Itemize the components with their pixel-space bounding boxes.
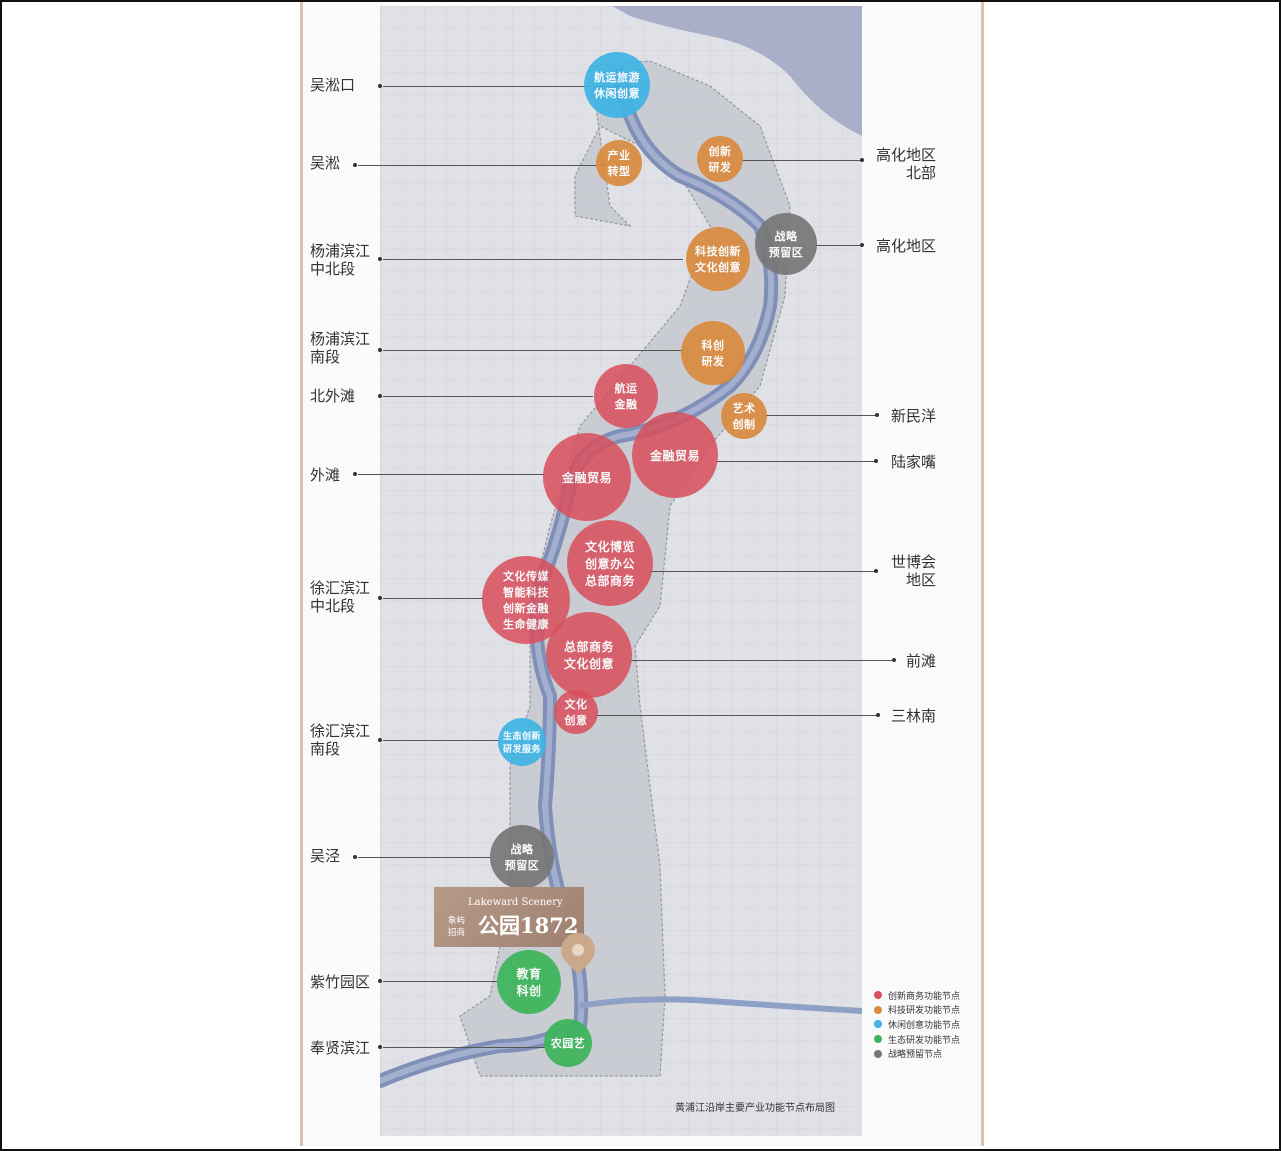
dot-qiantan — [892, 658, 896, 662]
badge-small-text: 象屿 招商 — [448, 916, 466, 938]
leader-sanlinnan — [596, 715, 878, 716]
dot-wusong — [353, 163, 357, 167]
node-strategic-reserve-south: 战略 预留区 — [490, 825, 554, 889]
label-lujiazui: 陆家嘴 — [890, 453, 936, 471]
node-art-creation: 艺术 创制 — [721, 393, 767, 439]
leader-xuhui-south — [383, 740, 499, 741]
label-zizhu: 紫竹园区 — [310, 973, 371, 991]
dot-lujiazui — [874, 459, 878, 463]
legend-label: 休闲创意功能节点 — [888, 1020, 961, 1031]
label-wusongkou: 吴淞口 — [310, 76, 356, 94]
dot-yangpu-south — [378, 348, 382, 352]
node-agri-garden: 农园艺 — [544, 1019, 592, 1067]
leader-wujing — [358, 857, 490, 858]
leader-fengxian — [383, 1047, 545, 1048]
legend-label: 战略预留节点 — [888, 1050, 943, 1061]
legend-label: 科技研发功能节点 — [888, 1006, 961, 1017]
leader-xinminyang — [765, 415, 877, 416]
leader-zizhu — [383, 981, 497, 982]
legend-item: 生态研发功能节点 — [874, 1032, 960, 1047]
legend: 创新商务功能节点 科技研发功能节点 休闲创意功能节点 生态研发功能节点 战略预留… — [874, 988, 960, 1061]
dot-bund — [353, 472, 357, 476]
label-fengxian: 奉贤滨江 — [310, 1039, 371, 1057]
label-north-bund: 北外滩 — [310, 387, 356, 405]
legend-label: 生态研发功能节点 — [888, 1035, 961, 1046]
leader-xuhui-north — [383, 598, 483, 599]
dot-wujing — [353, 855, 357, 859]
leader-wusong — [358, 165, 608, 166]
leader-yangpu-north — [383, 259, 683, 260]
label-xuhui-south: 徐汇滨江 南段 — [310, 722, 371, 758]
dot-xuhui-south — [378, 738, 382, 742]
badge-brand: 公园1872 — [478, 913, 579, 938]
legend-item: 科技研发功能节点 — [874, 1003, 960, 1018]
legend-item: 休闲创意功能节点 — [874, 1017, 960, 1032]
label-yangpu-south: 杨浦滨江 南段 — [310, 330, 371, 366]
leader-bund — [358, 474, 544, 475]
label-bund: 外滩 — [310, 466, 341, 484]
dot-xuhui-north — [378, 596, 382, 600]
dot-xinminyang — [875, 413, 879, 417]
legend-item: 战略预留节点 — [874, 1046, 960, 1061]
leader-wusongkou — [383, 86, 623, 87]
leader-gaohua — [815, 245, 862, 246]
map-caption: 黄浦江沿岸主要产业功能节点布局图 — [675, 1103, 835, 1114]
sea — [612, 6, 862, 136]
project-badge: Lakeward Scenery 象屿 招商 公园1872 — [434, 887, 584, 947]
label-gaohua: 高化地区 — [875, 237, 936, 255]
node-education: 教育 科创 — [497, 950, 561, 1014]
node-finance-trade-east: 金融贸易 — [632, 412, 718, 498]
node-shipping-finance: 航运 金融 — [594, 364, 658, 428]
legend-swatch — [874, 1020, 882, 1029]
leader-yangpu-south — [383, 350, 683, 351]
legend-swatch — [874, 1049, 882, 1058]
dot-gaohua — [860, 243, 864, 247]
legend-swatch — [874, 1035, 882, 1044]
dot-sanlinnan — [876, 713, 880, 717]
dot-zizhu — [378, 979, 382, 983]
label-xinminyang: 新民洋 — [890, 407, 936, 425]
dot-gaohua-north — [860, 158, 864, 162]
leader-lujiazui — [716, 461, 876, 462]
label-wusong: 吴淞 — [310, 154, 341, 172]
badge-english: Lakeward Scenery — [468, 897, 563, 908]
node-sci-rd: 科创 研发 — [681, 321, 745, 385]
node-tech-culture: 科技创新 文化创意 — [686, 227, 750, 291]
node-innovation-rd: 创新 研发 — [697, 136, 743, 182]
dot-north-bund — [378, 394, 382, 398]
dot-fengxian — [378, 1045, 382, 1049]
node-eco-rd: 生态创新 研发服务 — [498, 718, 546, 766]
label-gaohua-north: 高化地区 北部 — [875, 146, 936, 182]
leader-gaohua-north — [742, 160, 862, 161]
node-hq-culture: 总部商务 文化创意 — [546, 612, 632, 698]
node-industry-transform: 产业 转型 — [596, 140, 642, 186]
tributary — [579, 996, 862, 1014]
legend-item: 创新商务功能节点 — [874, 988, 960, 1003]
label-xuhui-north: 徐汇滨江 中北段 — [310, 579, 371, 615]
label-wujing: 吴泾 — [310, 847, 341, 865]
dot-expo — [874, 569, 878, 573]
node-culture-creative: 文化 创意 — [554, 690, 598, 734]
label-sanlinnan: 三林南 — [890, 707, 936, 725]
leader-qiantan — [630, 660, 892, 661]
leader-expo — [650, 571, 876, 572]
label-yangpu-north: 杨浦滨江 中北段 — [310, 242, 371, 278]
node-culture-expo: 文化博览 创意办公 总部商务 — [567, 520, 653, 606]
label-qiantan: 前滩 — [905, 652, 936, 670]
node-strategic-reserve-north: 战略 预留区 — [755, 213, 817, 275]
node-finance-trade-west: 金融贸易 — [543, 433, 631, 521]
label-expo: 世博会 地区 — [890, 553, 936, 589]
dot-yangpu-north — [378, 257, 382, 261]
legend-label: 创新商务功能节点 — [888, 991, 961, 1002]
dot-wusongkou — [378, 84, 382, 88]
node-shipping-leisure: 航运旅游 休闲创意 — [584, 52, 650, 118]
legend-swatch — [874, 991, 882, 1000]
leader-north-bund — [383, 396, 593, 397]
legend-swatch — [874, 1005, 882, 1014]
